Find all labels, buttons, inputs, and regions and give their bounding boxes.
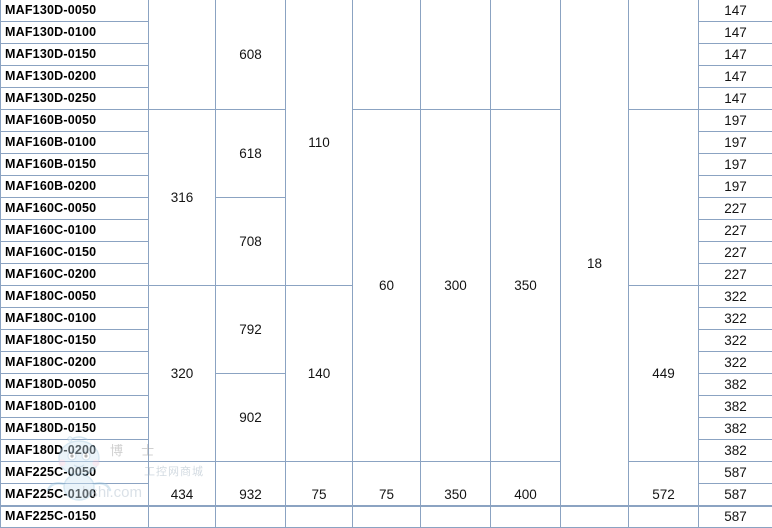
cell-model-code: MAF160C-0200 <box>1 264 149 286</box>
cell-c10: 197 <box>699 110 772 132</box>
cell-c10: 147 <box>699 44 772 66</box>
cell-c3: 608 <box>216 0 286 110</box>
cell-c10: 227 <box>699 242 772 264</box>
cell-model-code: MAF130D-0050 <box>1 0 149 22</box>
cell-model-code: MAF160B-0100 <box>1 132 149 154</box>
cell-c7: 350 <box>491 110 561 462</box>
cell-model-code: MAF225C-0150 <box>1 506 149 528</box>
cell-model-code: MAF160B-0200 <box>1 176 149 198</box>
cell-c10: 147 <box>699 0 772 22</box>
cell-c2 <box>149 0 216 110</box>
cell-c2: 320 <box>149 286 216 462</box>
cell-model-code: MAF225C-0100 <box>1 484 149 506</box>
cell-c3: 792 <box>216 286 286 374</box>
cell-model-code: MAF130D-0100 <box>1 22 149 44</box>
table-bottom-rule <box>0 505 772 507</box>
cell-model-code: MAF225C-0050 <box>1 462 149 484</box>
cell-c10: 382 <box>699 396 772 418</box>
cell-model-code: MAF180C-0100 <box>1 308 149 330</box>
cell-model-code: MAF160C-0100 <box>1 220 149 242</box>
cell-c9: 449 <box>629 286 699 462</box>
cell-model-code: MAF180C-0150 <box>1 330 149 352</box>
cell-c10: 587 <box>699 462 772 484</box>
cell-model-code: MAF160C-0150 <box>1 242 149 264</box>
cell-c10: 147 <box>699 66 772 88</box>
cell-c2: 434 <box>149 462 216 528</box>
cell-c3: 618 <box>216 110 286 198</box>
cell-model-code: MAF130D-0200 <box>1 66 149 88</box>
cell-c9 <box>629 110 699 286</box>
cell-model-code: MAF160B-0050 <box>1 110 149 132</box>
cell-c10: 197 <box>699 132 772 154</box>
cell-c4: 110 <box>286 0 353 286</box>
cell-c10: 382 <box>699 374 772 396</box>
cell-c5 <box>353 0 421 110</box>
cell-model-code: MAF180D-0150 <box>1 418 149 440</box>
cell-model-code: MAF180D-0050 <box>1 374 149 396</box>
cell-c3: 932 <box>216 462 286 528</box>
cell-c3: 902 <box>216 374 286 462</box>
cell-model-code: MAF130D-0250 <box>1 88 149 110</box>
cell-c2: 316 <box>149 110 216 286</box>
cell-c5: 60 <box>353 110 421 462</box>
cell-c5: 75 <box>353 462 421 528</box>
cell-c4: 140 <box>286 286 353 462</box>
cell-model-code: MAF160C-0050 <box>1 198 149 220</box>
cell-model-code: MAF130D-0150 <box>1 44 149 66</box>
cell-model-code: MAF180D-0100 <box>1 396 149 418</box>
cell-c9: 572 <box>629 462 699 528</box>
cell-c6: 300 <box>421 110 491 462</box>
cell-c10: 147 <box>699 88 772 110</box>
cell-c10: 382 <box>699 440 772 462</box>
cell-c8: 18 <box>561 0 629 528</box>
cell-c10: 382 <box>699 418 772 440</box>
cell-c10: 197 <box>699 154 772 176</box>
cell-c9 <box>629 0 699 110</box>
cell-c10: 587 <box>699 484 772 506</box>
cell-c10: 227 <box>699 198 772 220</box>
cell-c10: 322 <box>699 308 772 330</box>
cell-c10: 322 <box>699 330 772 352</box>
cell-c7: 400 <box>491 462 561 528</box>
cell-c10: 227 <box>699 264 772 286</box>
cell-c10: 322 <box>699 286 772 308</box>
cell-c4: 75 <box>286 462 353 528</box>
cell-c10: 587 <box>699 506 772 528</box>
cell-model-code: MAF180D-0200 <box>1 440 149 462</box>
cell-c6 <box>421 0 491 110</box>
cell-c10: 322 <box>699 352 772 374</box>
cell-c7 <box>491 0 561 110</box>
cell-c6: 350 <box>421 462 491 528</box>
cell-model-code: MAF180C-0050 <box>1 286 149 308</box>
cell-model-code: MAF180C-0200 <box>1 352 149 374</box>
cell-c10: 227 <box>699 220 772 242</box>
cell-model-code: MAF160B-0150 <box>1 154 149 176</box>
cell-c10: 197 <box>699 176 772 198</box>
cell-c3: 708 <box>216 198 286 286</box>
cell-c10: 147 <box>699 22 772 44</box>
